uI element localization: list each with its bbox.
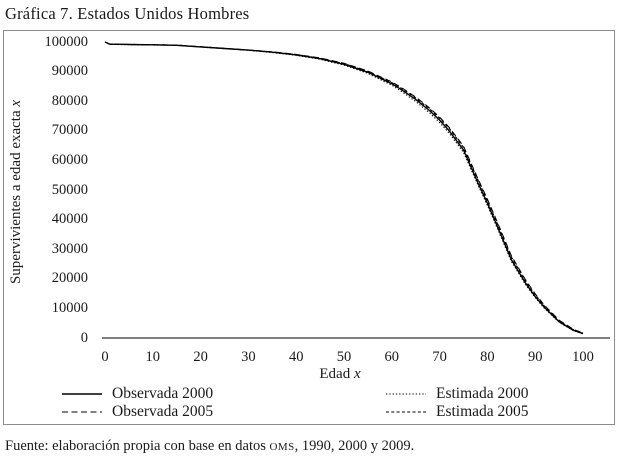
y-axis-label-text: Supervivientes a edad exacta (8, 106, 24, 285)
source-note-suffix: , 1990, 2000 y 2009. (294, 438, 415, 454)
x-tick-label: 20 (193, 349, 208, 365)
legend-item: Observada 2000 (62, 385, 213, 403)
y-tick-label: 20000 (51, 270, 88, 287)
y-tick-label: 30000 (51, 240, 88, 257)
x-tick-label: 90 (527, 349, 543, 365)
chart-title: Gráfica 7. Estados Unidos Hombres (5, 4, 250, 23)
legend-item: Estimada 2000 (386, 385, 529, 403)
x-axis-label-variable: x (353, 366, 361, 382)
x-tick-label: 70 (432, 349, 447, 365)
x-tick-label: 50 (336, 349, 352, 365)
legend-label: Estimada 2005 (436, 403, 529, 420)
series-curve-1 (104, 41, 584, 335)
x-tick-label: 0 (101, 349, 109, 365)
chart-frame (3, 30, 615, 425)
y-axis-label-variable: x (8, 99, 24, 107)
x-tick-label: 10 (145, 349, 161, 365)
x-tick-label: 80 (480, 349, 495, 365)
legend-label: Estimada 2000 (436, 385, 529, 402)
y-tick-label: 80000 (51, 92, 88, 109)
y-tick-label: 60000 (51, 151, 88, 168)
source-note: Fuente: elaboración propia con base en d… (5, 438, 414, 455)
legend-line-sample (386, 393, 426, 395)
y-tick-label: 0 (80, 329, 88, 346)
y-tick-label: 50000 (51, 181, 88, 198)
legend-line-sample (62, 411, 102, 413)
x-axis-label: Edad x (280, 366, 400, 383)
legend-line-sample (386, 411, 426, 413)
series-curve-3 (104, 41, 584, 335)
y-axis-label: Supervivientes a edad exacta x (8, 42, 28, 342)
legend-item: Estimada 2005 (386, 403, 529, 421)
legend-item: Observada 2005 (62, 403, 213, 421)
x-tick-label: 60 (384, 349, 400, 365)
legend-label: Observada 2005 (112, 403, 214, 420)
y-tick-label: 10000 (51, 299, 88, 316)
series-curve-4 (104, 41, 584, 334)
y-tick-label: 90000 (51, 63, 88, 80)
y-tick-label: 40000 (51, 211, 88, 228)
x-tick-label: 40 (288, 349, 304, 365)
y-tick-label: 70000 (51, 122, 88, 139)
source-note-org: OMS (269, 441, 295, 453)
x-tick-label: 30 (241, 349, 256, 365)
source-note-prefix: Fuente: elaboración propia con base en d… (5, 438, 270, 454)
x-axis-label-text: Edad (319, 366, 354, 382)
legend-line-sample (62, 393, 102, 395)
x-tick-label: 100 (572, 349, 594, 365)
legend-label: Observada 2000 (112, 385, 214, 402)
series-curve-2 (104, 41, 584, 334)
y-tick-label: 100000 (44, 33, 89, 50)
